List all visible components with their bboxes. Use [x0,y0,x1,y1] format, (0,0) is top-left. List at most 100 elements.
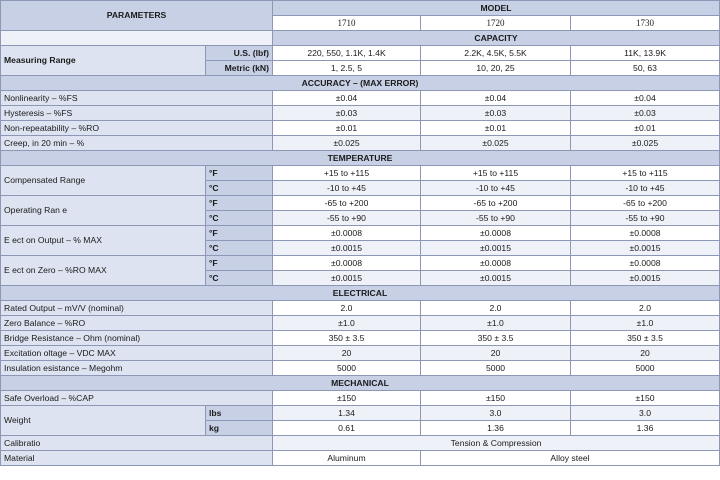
accuracy-section-row: ACCURACY – (MAX ERROR) [0,75,720,91]
creep-label: Creep, in 20 min – % [0,135,273,151]
table-row: °C ±0.0015 ±0.0015 ±0.0015 [1,270,720,286]
table-row: Non-repeatability – %RO ±0.01 ±0.01 ±0.0… [0,120,720,136]
weight-lbs-1720: 3.0 [420,405,571,421]
excitation-voltage-label: Excitation oltage – VDC MAX [0,345,273,361]
operating-range-label: Operating Ran e [0,195,206,226]
weight-kg-1730: 1.36 [569,420,720,436]
range-metric-1730: 50, 63 [569,60,720,76]
capacity-header: CAPACITY [271,30,720,46]
compensated-f-1720: +15 to +115 [420,165,571,181]
unit-fahrenheit: °F [205,195,273,211]
rated-output-1730: 2.0 [569,300,720,316]
measuring-range-us-row: Measuring Range U.S. (lbf) 220, 550, 1.1… [0,45,720,76]
insulation-resistance-label: Insulation esistance – Megohm [0,360,273,376]
compensated-f-1710: +15 to +115 [272,165,421,181]
effect-output-c-1710: ±0.0015 [272,240,421,256]
compensated-c-1730: -10 to +45 [569,180,720,196]
safe-overload-1720: ±150 [420,390,571,406]
unit-fahrenheit: °F [205,255,273,271]
range-us-1730: 11K, 13.9K [569,45,720,61]
bridge-resistance-1720: 350 ± 3.5 [420,330,571,346]
calibration-label: Calibratio [0,435,273,451]
unit-kg: kg [205,420,273,436]
effect-zero-c-1720: ±0.0015 [420,270,571,286]
rated-output-label: Rated Output – mV/V (nominal) [0,300,273,316]
excitation-voltage-1710: 20 [272,345,421,361]
accuracy-header: ACCURACY – (MAX ERROR) [0,75,720,91]
zero-balance-1720: ±1.0 [420,315,571,331]
compensated-f-1730: +15 to +115 [569,165,720,181]
effect-output-c-1720: ±0.0015 [420,240,571,256]
operating-c-1730: -55 to +90 [569,210,720,226]
insulation-resistance-1710: 5000 [272,360,421,376]
material-label: Material [0,450,273,466]
calibration-value: Tension & Compression [271,435,720,451]
table-row: Operating Ran e °F -65 to +200 -65 to +2… [0,195,720,226]
unit-us: U.S. (lbf) [205,45,273,61]
weight-kg-1720: 1.36 [420,420,571,436]
unit-metric: Metric (kN) [205,60,273,76]
bridge-resistance-1730: 350 ± 3.5 [569,330,720,346]
temperature-section-row: TEMPERATURE [0,150,720,166]
effect-zero-f-1730: ±0.0008 [569,255,720,271]
safe-overload-label: Safe Overload – %CAP [0,390,273,406]
weight-label: Weight [0,405,206,436]
table-row: °C -55 to +90 -55 to +90 -55 to +90 [1,210,720,226]
table-row: Hysteresis – %FS ±0.03 ±0.03 ±0.03 [0,105,720,121]
measuring-range-label: Measuring Range [0,45,206,76]
unit-fahrenheit: °F [205,165,273,181]
table-row: Insulation esistance – Megohm 5000 5000 … [0,360,720,376]
unit-celsius: °C [205,240,273,256]
rated-output-1720: 2.0 [420,300,571,316]
insulation-resistance-1730: 5000 [569,360,720,376]
hysteresis-1710: ±0.03 [272,105,421,121]
header-row-model: PARAMETERS MODEL [0,0,720,31]
material-1720-1730: Alloy steel [419,450,720,466]
unit-lbs: lbs [205,405,273,421]
table-row: °C ±0.0015 ±0.0015 ±0.0015 [1,240,720,256]
table-row: Bridge Resistance – Ohm (nominal) 350 ± … [0,330,720,346]
safe-overload-1710: ±150 [272,390,421,406]
effect-output-f-1710: ±0.0008 [272,225,421,241]
compensated-range-label: Compensated Range [0,165,206,196]
table-row: Material Aluminum Alloy steel [0,450,720,466]
effect-on-zero-label: E ect on Zero – %RO MAX [0,255,206,286]
range-us-1720: 2.2K, 4.5K, 5.5K [420,45,571,61]
insulation-resistance-1720: 5000 [420,360,571,376]
rated-output-1710: 2.0 [272,300,421,316]
weight-lbs-1710: 1.34 [272,405,421,421]
unit-celsius: °C [205,210,273,226]
capacity-row: CAPACITY [0,30,720,46]
range-metric-1710: 1, 2.5, 5 [272,60,421,76]
bridge-resistance-1710: 350 ± 3.5 [272,330,421,346]
excitation-voltage-1730: 20 [569,345,720,361]
model-1730: 1730 [569,15,720,31]
zero-balance-1730: ±1.0 [569,315,720,331]
compensated-c-1720: -10 to +45 [420,180,571,196]
compensated-c-1710: -10 to +45 [272,180,421,196]
creep-1710: ±0.025 [272,135,421,151]
table-row: E ect on Output – % MAX °F ±0.0008 ±0.00… [0,225,720,256]
table-row: kg 0.61 1.36 1.36 [1,420,720,436]
operating-c-1710: -55 to +90 [272,210,421,226]
table-row: Nonlinearity – %FS ±0.04 ±0.04 ±0.04 [0,90,720,106]
effect-zero-f-1710: ±0.0008 [272,255,421,271]
effect-output-f-1720: ±0.0008 [420,225,571,241]
electrical-section-row: ELECTRICAL [0,285,720,301]
effect-zero-c-1710: ±0.0015 [272,270,421,286]
nonlinearity-1720: ±0.04 [420,90,571,106]
table-row: Weight lbs 1.34 3.0 3.0 [0,405,720,436]
range-metric-1720: 10, 20, 25 [420,60,571,76]
non-repeatability-label: Non-repeatability – %RO [0,120,273,136]
table-row: Safe Overload – %CAP ±150 ±150 ±150 [0,390,720,406]
effect-output-f-1730: ±0.0008 [569,225,720,241]
table-row: °C -10 to +45 -10 to +45 -10 to +45 [1,180,720,196]
zero-balance-1710: ±1.0 [272,315,421,331]
creep-1730: ±0.025 [569,135,720,151]
bridge-resistance-label: Bridge Resistance – Ohm (nominal) [0,330,273,346]
table-row: Creep, in 20 min – % ±0.025 ±0.025 ±0.02… [0,135,720,151]
nonlinearity-1730: ±0.04 [569,90,720,106]
table-row: Compensated Range °F +15 to +115 +15 to … [0,165,720,196]
mechanical-section-row: MECHANICAL [0,375,720,391]
effect-output-c-1730: ±0.0015 [569,240,720,256]
